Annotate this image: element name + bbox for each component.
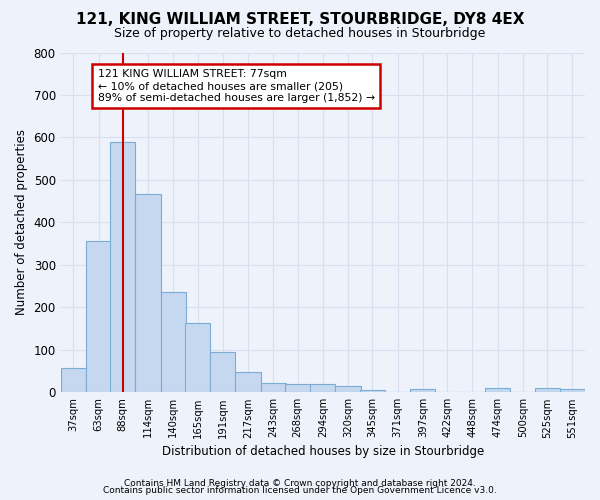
Text: Contains public sector information licensed under the Open Government Licence v3: Contains public sector information licen… — [103, 486, 497, 495]
Bar — [260, 383, 286, 392]
Bar — [335, 386, 361, 392]
Text: 121 KING WILLIAM STREET: 77sqm
← 10% of detached houses are smaller (205)
89% of: 121 KING WILLIAM STREET: 77sqm ← 10% of … — [98, 70, 374, 102]
Bar — [360, 390, 385, 392]
Bar — [210, 352, 235, 393]
Bar — [136, 194, 161, 392]
Bar — [285, 384, 310, 392]
Bar — [310, 384, 335, 392]
Bar — [410, 389, 436, 392]
Y-axis label: Number of detached properties: Number of detached properties — [15, 130, 28, 316]
Text: Size of property relative to detached houses in Stourbridge: Size of property relative to detached ho… — [115, 28, 485, 40]
Bar — [161, 292, 186, 392]
Bar — [560, 390, 585, 392]
X-axis label: Distribution of detached houses by size in Stourbridge: Distribution of detached houses by size … — [162, 444, 484, 458]
Bar — [535, 388, 560, 392]
Text: 121, KING WILLIAM STREET, STOURBRIDGE, DY8 4EX: 121, KING WILLIAM STREET, STOURBRIDGE, D… — [76, 12, 524, 28]
Bar — [485, 388, 510, 392]
Bar — [185, 323, 210, 392]
Text: Contains HM Land Registry data © Crown copyright and database right 2024.: Contains HM Land Registry data © Crown c… — [124, 478, 476, 488]
Bar — [86, 240, 111, 392]
Bar — [61, 368, 86, 392]
Bar — [235, 372, 260, 392]
Bar — [110, 142, 136, 392]
